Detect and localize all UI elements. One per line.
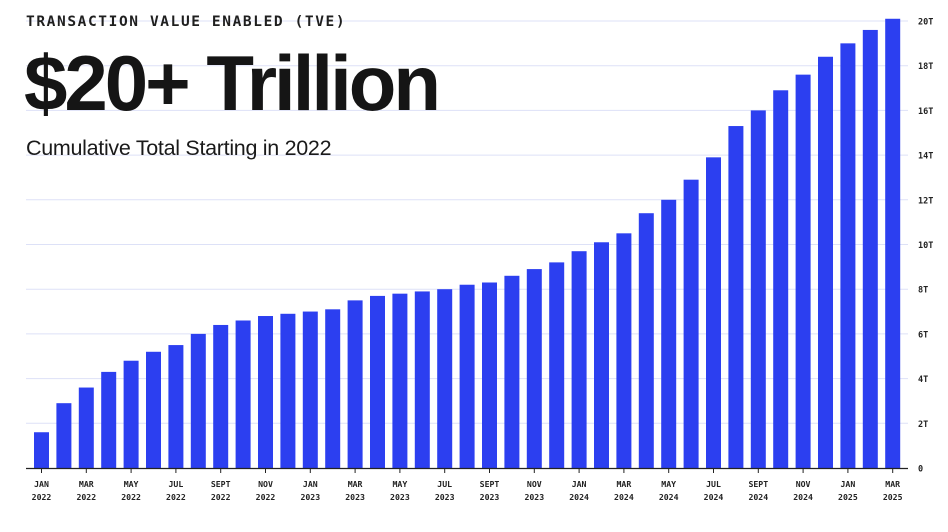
x-axis-labels: JAN 2022 MAR 2022 MAY 2022 JUL 2022 SEPT 2022 NOV 2… [32,468,903,502]
x-tick-month: JUL [706,479,721,489]
bars [34,18,901,469]
x-tick-year: 2022 [121,492,141,502]
x-tick-month: SEPT [480,479,500,489]
bar [370,295,385,468]
x-tick-month: MAY [124,479,139,489]
bar [123,360,139,468]
chart-title: $20+ Trillion [24,39,441,127]
y-tick-label: 6T [918,330,928,340]
bar [258,316,273,468]
bar [840,43,856,468]
bar [818,56,833,468]
x-tick-year: 2022 [211,492,231,502]
bar [280,313,296,468]
x-tick-month: MAR [79,479,94,489]
bar [459,284,475,468]
bar [482,282,497,468]
y-tick-label: 20T [918,18,933,28]
x-tick-month: SEPT [211,479,231,489]
y-tick-label: 14T [918,152,933,162]
x-tick-year: 2024 [614,492,634,502]
x-tick-month: JAN [572,479,587,489]
bar [56,403,72,468]
y-tick-label: 10T [918,241,933,251]
bar [616,233,632,468]
bar [504,275,520,468]
y-tick-label: 12T [918,196,933,206]
x-tick-year: 2024 [748,492,768,502]
x-tick-year: 2024 [659,492,679,502]
bar [706,157,721,468]
bar [773,90,789,468]
x-tick-month: SEPT [748,479,768,489]
x-tick-month: JAN [841,479,856,489]
x-tick-year: 2022 [256,492,276,502]
x-tick-month: MAR [885,479,900,489]
chart-eyebrow: TRANSACTION VALUE ENABLED (TVE) [26,14,347,30]
bar [728,126,744,469]
x-tick-year: 2023 [524,492,544,502]
bar [213,324,229,468]
x-tick-year: 2022 [76,492,96,502]
x-tick-year: 2023 [300,492,320,502]
bar [661,199,677,469]
chart-header: TRANSACTION VALUE ENABLED (TVE) $20+ Tri… [24,14,441,161]
chart-subtitle: Cumulative Total Starting in 2022 [26,136,332,160]
bar [235,320,251,468]
x-tick-year: 2024 [569,492,589,502]
bar [571,251,587,468]
x-tick-month: MAY [661,479,676,489]
bar [190,333,206,468]
bar [34,432,49,468]
x-tick-month: NOV [796,479,811,489]
x-tick-year: 2022 [32,492,52,502]
bar [392,293,408,468]
bar [638,213,654,468]
bar [325,309,341,468]
bar [750,110,766,469]
x-tick-year: 2023 [390,492,410,502]
x-tick-year: 2025 [883,492,903,502]
x-tick-year: 2023 [345,492,365,502]
bar [437,289,453,468]
x-tick-month: MAR [348,479,363,489]
bar [862,29,878,468]
bar [168,345,184,468]
x-tick-month: MAR [617,479,632,489]
x-tick-month: JUL [437,479,452,489]
x-tick-year: 2024 [793,492,813,502]
x-tick-month: JUL [169,479,184,489]
bar [594,242,609,468]
x-tick-year: 2023 [435,492,455,502]
bar [885,18,901,468]
bar [683,179,699,468]
y-tick-label: 18T [918,62,933,72]
x-tick-month: JAN [34,479,49,489]
x-tick-year: 2022 [166,492,186,502]
x-tick-month: JAN [303,479,318,489]
y-tick-label: 16T [918,107,933,117]
bar [302,311,318,468]
bar [347,300,363,468]
x-tick-year: 2024 [704,492,724,502]
bar [795,74,811,468]
bar [78,387,94,468]
y-tick-label: 2T [918,420,928,430]
bar [414,291,430,468]
bar [549,262,565,468]
y-tick-label: 0 [918,465,923,475]
y-tick-label: 8T [918,286,928,296]
x-tick-month: MAY [393,479,408,489]
x-tick-year: 2023 [480,492,500,502]
y-tick-label: 4T [918,375,928,385]
bar [526,269,542,468]
y-axis-labels: 0 2T 4T 6T 8T 10T 12T 14T 16T 18T 20T [918,18,933,475]
bar [146,351,161,468]
x-tick-month: NOV [527,479,542,489]
x-tick-year: 2025 [838,492,858,502]
x-tick-month: NOV [258,479,273,489]
bar [101,371,117,468]
